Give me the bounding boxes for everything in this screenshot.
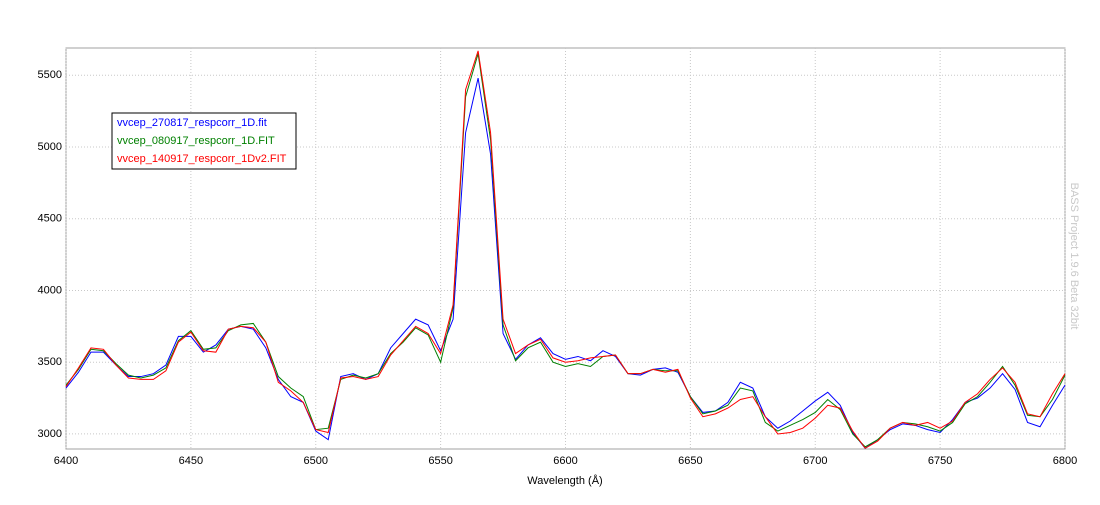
y-tick-label: 5000 [38, 141, 62, 153]
y-tick-label: 3000 [38, 428, 62, 440]
x-tick-label: 6700 [803, 455, 827, 467]
x-tick-label: 6750 [928, 455, 952, 467]
legend-label: vvcep_270817_respcorr_1D.fit [117, 117, 267, 129]
y-tick-label: 3500 [38, 356, 62, 368]
watermark: BASS Project 1.9.6 Beta 32bit [1068, 183, 1080, 330]
legend-label: vvcep_140917_respcorr_1Dv2.FIT [117, 153, 287, 165]
x-tick-label: 6400 [54, 455, 78, 467]
y-tick-label: 4000 [38, 284, 62, 296]
legend-label: vvcep_080917_respcorr_1D.FIT [117, 135, 275, 147]
x-tick-label: 6450 [179, 455, 203, 467]
x-tick-label: 6500 [304, 455, 328, 467]
series-line [65, 50, 1066, 449]
x-tick-label: 6800 [1053, 455, 1077, 467]
y-tick-label: 5500 [38, 69, 62, 81]
y-tick-label: 4500 [38, 213, 62, 225]
legend-box [111, 112, 297, 170]
x-tick-label: 6600 [553, 455, 577, 467]
x-tick-label: 6650 [678, 455, 702, 467]
x-axis-label: Wavelength (Å) [527, 474, 602, 487]
x-tick-label: 6550 [428, 455, 452, 467]
